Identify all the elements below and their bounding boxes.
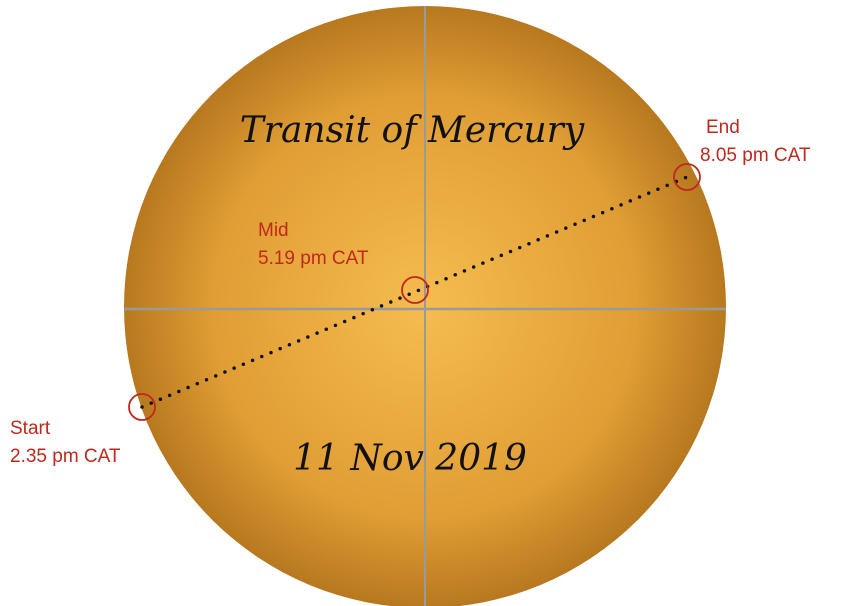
mid-marker — [401, 276, 429, 304]
title: Transit of Mercury — [240, 110, 585, 151]
end-time: 8.05 pm CAT — [700, 145, 811, 166]
start-label: Start — [10, 418, 51, 439]
end-label: End — [706, 117, 740, 138]
start-time: 2.35 pm CAT — [10, 446, 121, 467]
start-marker — [128, 393, 156, 421]
transit-path — [140, 175, 689, 409]
date: 11 Nov 2019 — [293, 438, 527, 479]
mid-time: 5.19 pm CAT — [258, 248, 369, 269]
end-marker — [673, 163, 701, 191]
mid-label: Mid — [258, 220, 289, 241]
